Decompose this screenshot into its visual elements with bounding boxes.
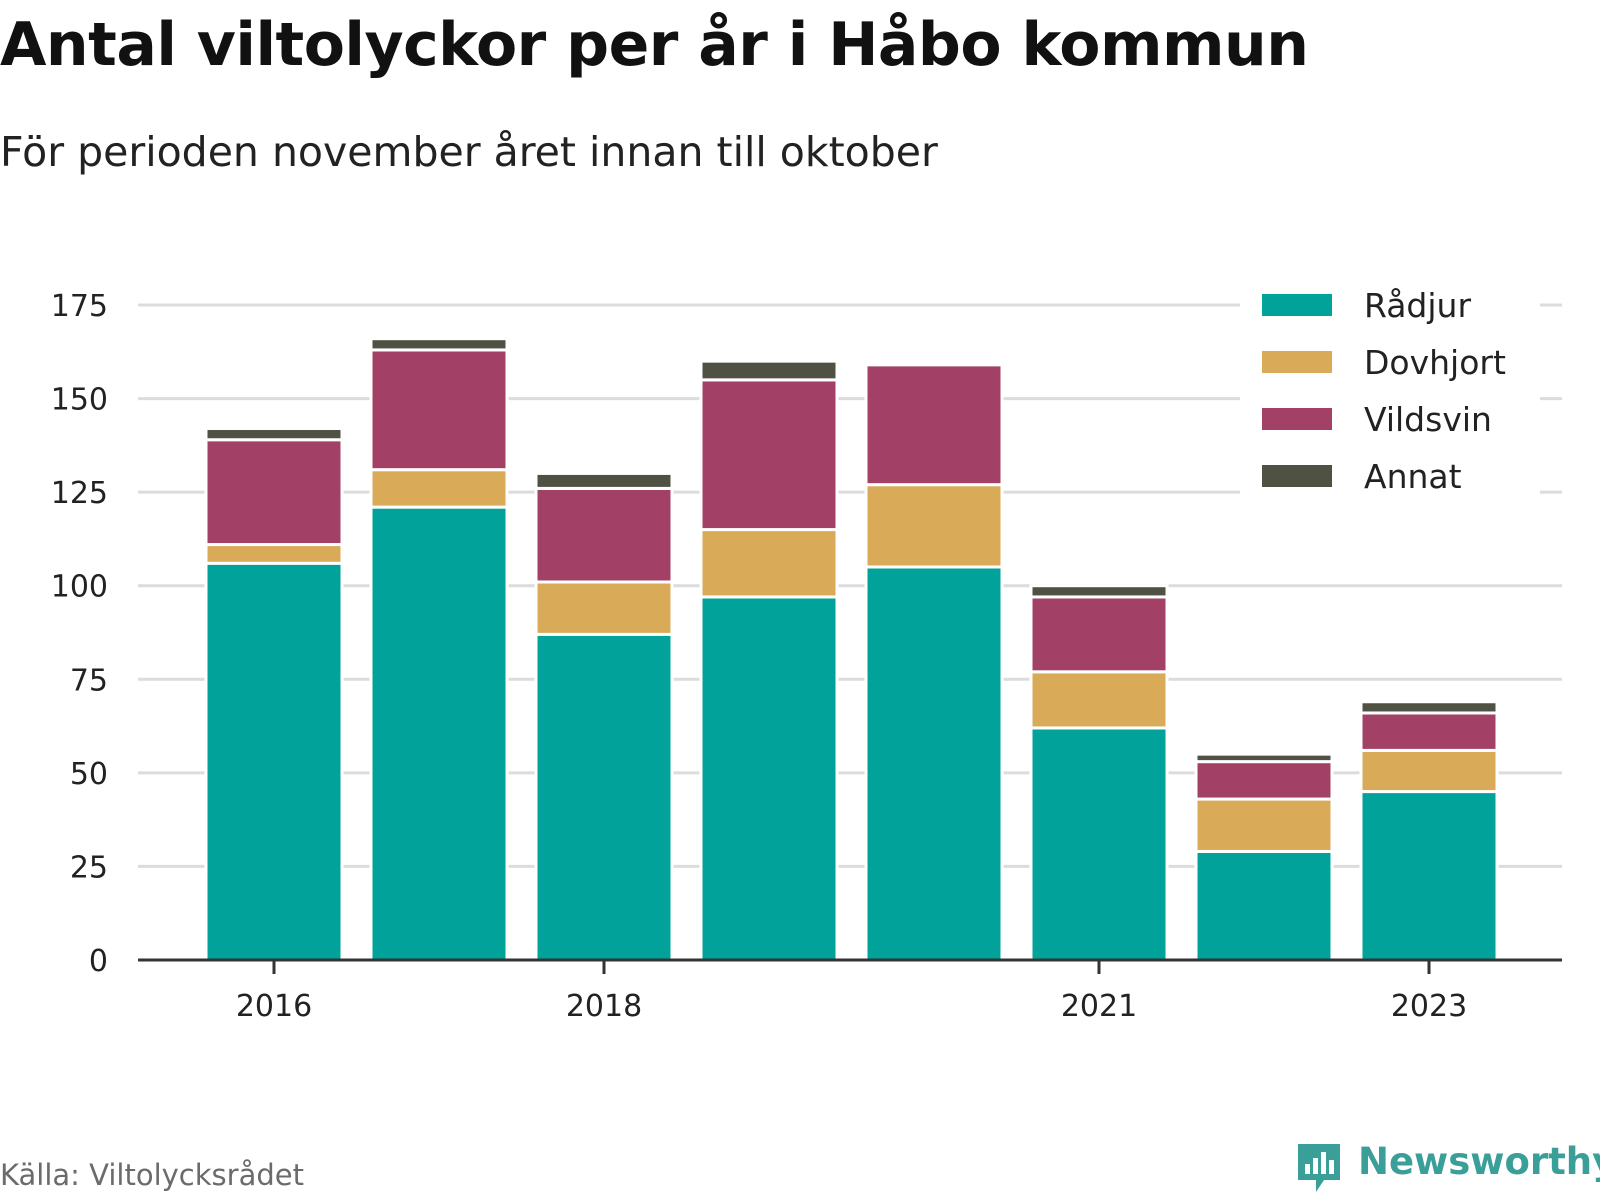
bar-segment xyxy=(1029,595,1169,674)
x-axis: 2016 2018 2021 2023 xyxy=(138,958,1562,1024)
legend-swatch xyxy=(1262,294,1332,316)
x-tick-label: 2018 xyxy=(566,989,642,1024)
bar-segment xyxy=(534,580,674,636)
bar-segment xyxy=(534,632,674,962)
legend-swatch xyxy=(1262,351,1332,373)
legend-background xyxy=(1240,280,1540,500)
bar-segment xyxy=(369,337,509,352)
bar-segment xyxy=(699,359,839,382)
bar-segment xyxy=(1359,790,1499,962)
y-axis-tick-labels: 0 25 50 75 100 125 150 175 xyxy=(51,289,108,979)
bar-segment xyxy=(369,348,509,472)
bar-segment xyxy=(1194,752,1334,764)
bar-segment xyxy=(534,471,674,490)
y-tick-label: 75 xyxy=(70,663,108,698)
y-tick-label: 125 xyxy=(51,476,108,511)
y-tick-label: 0 xyxy=(89,944,108,979)
legend-label: Rådjur xyxy=(1364,286,1471,325)
legend-swatch xyxy=(1262,408,1332,430)
x-tick-label: 2021 xyxy=(1061,989,1137,1024)
bar-segment xyxy=(204,438,344,547)
stacked-bar-chart: 0 25 50 75 100 125 150 175 2016 2018 2021 2023 Råd… xyxy=(50,280,1562,1024)
bars xyxy=(204,337,1499,962)
legend-label: Vildsvin xyxy=(1364,400,1492,439)
newsworthy-logo-icon xyxy=(1298,1144,1340,1192)
y-tick-label: 25 xyxy=(70,850,108,885)
legend: Rådjur Dovhjort Vildsvin Annat xyxy=(1240,280,1540,500)
bar-segment xyxy=(864,363,1004,487)
legend-swatch xyxy=(1262,465,1332,487)
brand-name: Newsworthy xyxy=(1358,1140,1600,1183)
bar-segment xyxy=(204,561,344,962)
legend-label: Annat xyxy=(1364,457,1462,496)
legend-label: Dovhjort xyxy=(1364,343,1506,382)
source-note: Källa: Viltolycksrådet xyxy=(0,1158,304,1192)
y-tick-label: 150 xyxy=(51,383,108,418)
bar-segment xyxy=(1359,711,1499,752)
bar-segment xyxy=(204,427,344,442)
y-tick-label: 175 xyxy=(51,289,108,324)
bar-segment xyxy=(1194,760,1334,801)
bar-segment xyxy=(699,595,839,962)
y-tick-label: 100 xyxy=(51,570,108,605)
bar-segment xyxy=(1029,584,1169,599)
bar-segment xyxy=(864,565,1004,962)
bar-segment xyxy=(204,543,344,565)
bar-segment xyxy=(699,528,839,599)
x-tick-label: 2023 xyxy=(1391,989,1467,1024)
bar-segment xyxy=(864,483,1004,569)
y-tick-label: 50 xyxy=(70,757,108,792)
bar-segment xyxy=(1359,748,1499,794)
x-tick-label: 2016 xyxy=(236,989,312,1024)
bar-segment xyxy=(699,378,839,532)
bar-segment xyxy=(1359,700,1499,715)
bar-segment xyxy=(1029,726,1169,962)
chart-subtitle: För perioden november året innan till ok… xyxy=(0,128,938,176)
bar-segment xyxy=(369,468,509,509)
bar-segment xyxy=(534,486,674,584)
bar-segment xyxy=(1029,670,1169,730)
bar-segment xyxy=(1194,797,1334,853)
brand-logo: Newsworthy xyxy=(1294,1140,1600,1200)
bar-segment xyxy=(369,505,509,962)
bar-segment xyxy=(1194,849,1334,962)
chart-title: Antal viltolyckor per år i Håbo kommun xyxy=(0,10,1309,80)
